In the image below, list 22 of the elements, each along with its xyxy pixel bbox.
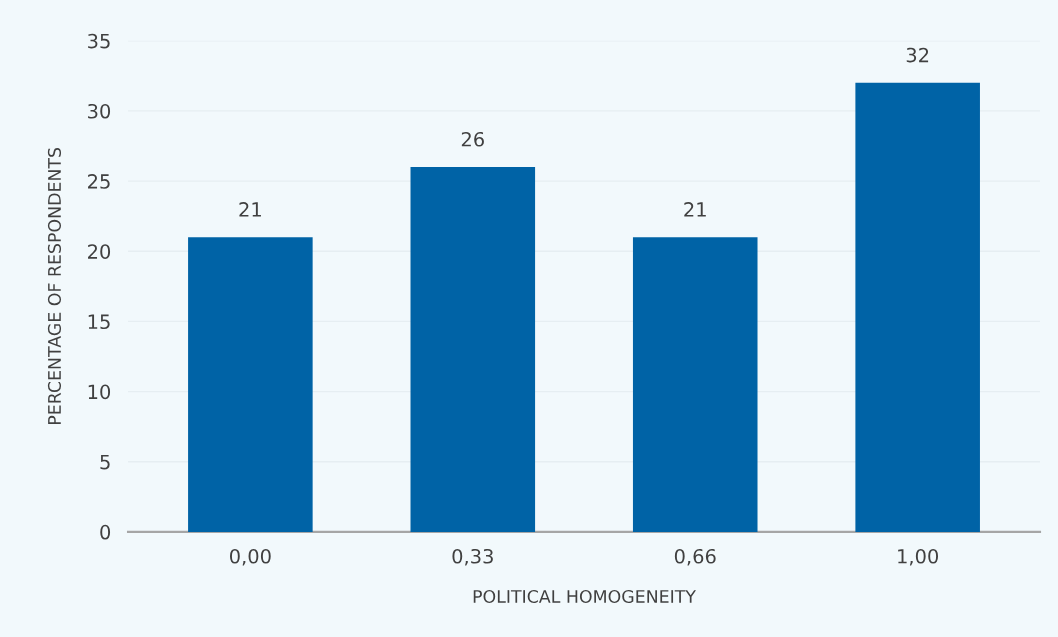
y-tick-label: 15: [88, 314, 110, 330]
x-tick-label: 1,00: [898, 548, 939, 566]
x-tick-label: 0,66: [674, 548, 716, 566]
data-label: 26: [461, 131, 484, 147]
y-tick-label: 5: [100, 454, 110, 470]
y-tick-label: 10: [88, 384, 111, 400]
x-tick-label: 0,00: [229, 548, 271, 566]
y-axis-title: PERCENTAGE OF RESPONDENTS: [47, 147, 62, 425]
y-tick-label: 30: [88, 103, 111, 119]
y-tick-label: 25: [88, 174, 110, 189]
data-label: 21: [684, 202, 706, 217]
data-label: 21: [239, 202, 261, 217]
data-label: 32: [906, 47, 929, 63]
bar: [632, 237, 758, 532]
bar: [855, 82, 980, 532]
x-axis-title: POLITICAL HOMOGENEITY: [473, 589, 696, 604]
bar: [188, 237, 313, 532]
y-tick-label: 0: [100, 524, 111, 540]
y-tick-label: 35: [88, 33, 110, 49]
y-tick-label: 20: [88, 244, 111, 259]
x-tick-label: 0,33: [452, 548, 493, 566]
bar: [410, 167, 536, 532]
